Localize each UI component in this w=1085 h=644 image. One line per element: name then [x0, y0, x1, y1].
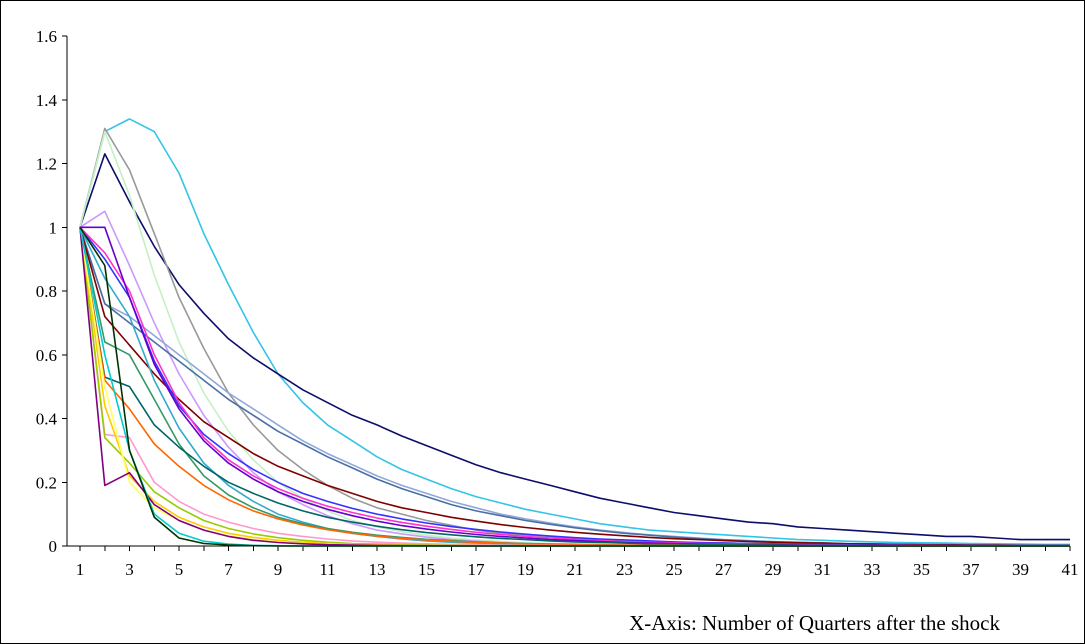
- x-tick-label: 13: [369, 560, 386, 579]
- y-tick-label: 0.8: [36, 282, 57, 301]
- y-axis: 0 0.2 0.4 0.6 0.8 1 1.2 1.4 1.6: [36, 27, 68, 556]
- x-tick-label: 41: [1062, 560, 1079, 579]
- x-tick-label: 37: [963, 560, 981, 579]
- series-lines: [79, 118, 1071, 547]
- y-tick-label: 1.4: [36, 91, 58, 110]
- series-line-22: [79, 226, 1070, 547]
- y-tick-label: 1.6: [36, 27, 57, 46]
- y-tick-label: 0.2: [36, 473, 57, 492]
- x-tick-label: 23: [616, 560, 633, 579]
- x-tick-label: 39: [1012, 560, 1029, 579]
- x-tick-label: 31: [814, 560, 831, 579]
- x-tick-label: 9: [274, 560, 283, 579]
- series-line-2: [79, 153, 1070, 541]
- x-tick-label: 27: [715, 560, 733, 579]
- y-tick-label: 1.2: [36, 155, 57, 174]
- x-tick-label: 33: [864, 560, 881, 579]
- x-axis: 1 3 5 7 9 11 13 15 17 19 21 23 25 27 29 31 33 35 37 39 41: [67, 545, 1079, 579]
- x-tick-label: 15: [418, 560, 435, 579]
- series-line-1: [79, 118, 1070, 546]
- y-tick-label: 0: [49, 537, 58, 556]
- y-tick-label: 0.4: [36, 410, 58, 429]
- x-tick-label: 35: [913, 560, 930, 579]
- x-tick-label: 29: [765, 560, 782, 579]
- y-tick-label: 0.6: [36, 346, 57, 365]
- y-tick-label: 1: [49, 218, 58, 237]
- x-tick-label: 17: [468, 560, 486, 579]
- x-tick-label: 1: [76, 560, 85, 579]
- x-tick-label: 3: [125, 560, 134, 579]
- x-tick-label: 19: [517, 560, 534, 579]
- x-axis-title: X-Axis: Number of Quarters after the sho…: [629, 611, 1000, 635]
- x-tick-label: 7: [224, 560, 233, 579]
- x-tick-label: 5: [175, 560, 184, 579]
- x-tick-label: 25: [666, 560, 683, 579]
- x-tick-label: 11: [319, 560, 335, 579]
- x-tick-label: 21: [567, 560, 584, 579]
